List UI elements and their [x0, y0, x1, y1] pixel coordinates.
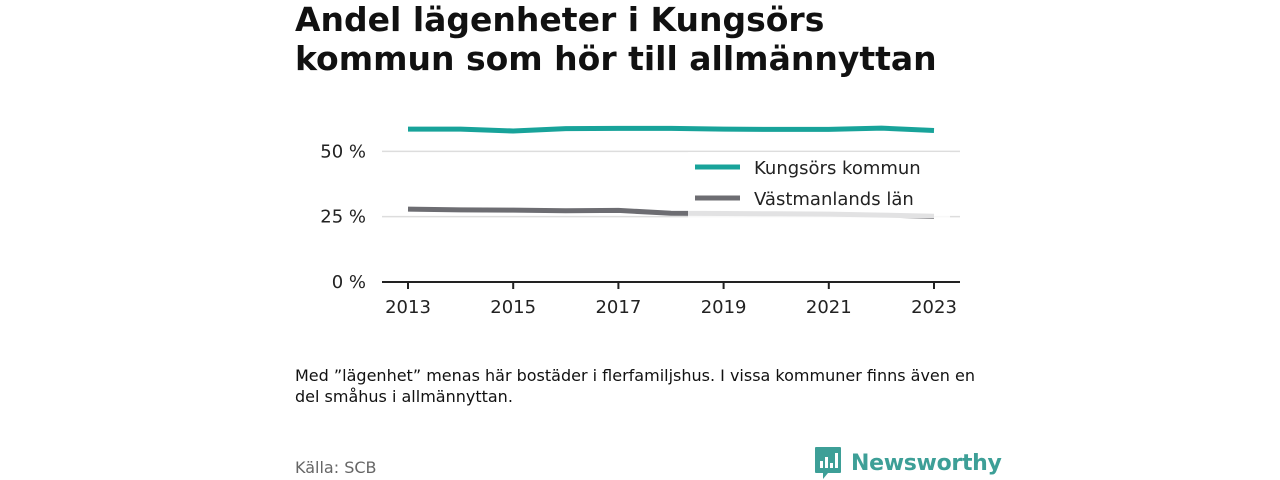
- chart-note: Med ”lägenhet” menas här bostäder i fler…: [295, 366, 975, 406]
- y-tick-label-50: 50 %: [320, 141, 366, 162]
- brand-name: Newsworthy: [851, 450, 1002, 476]
- source-label: Källa: SCB: [295, 458, 377, 477]
- x-tick-label-2023: 2023: [911, 297, 957, 318]
- legend-label-kungsors-kommun: Kungsörs kommun: [754, 158, 921, 179]
- brand-logo-group: Newsworthy: [814, 446, 1002, 480]
- x-tick-label-2013: 2013: [385, 297, 431, 318]
- x-tick-label-2015: 2015: [490, 297, 536, 318]
- x-tick-label-2017: 2017: [595, 297, 641, 318]
- legend-label-vastmanlands-lan: Västmanlands län: [754, 189, 914, 210]
- y-tick-label-0: 0 %: [332, 272, 366, 293]
- series-line-kungsors-kommun: [408, 125, 935, 134]
- legend: Kungsörs kommun Västmanlands län: [688, 152, 950, 218]
- x-tick-label-2021: 2021: [806, 297, 852, 318]
- newsworthy-logo-icon: [815, 447, 841, 479]
- line-chart: Kungsörs kommun Västmanlands län 0 % 25 %…: [320, 125, 960, 318]
- chart-title: Andel lägenheter i Kungsörs kommun som h…: [295, 0, 937, 78]
- x-tick-label-2019: 2019: [701, 297, 747, 318]
- y-tick-label-25: 25 %: [320, 207, 366, 228]
- axes: 0 % 25 % 50 % 2013 2015 2017 2019 2021 2023: [320, 141, 960, 318]
- legend-background: [688, 152, 950, 218]
